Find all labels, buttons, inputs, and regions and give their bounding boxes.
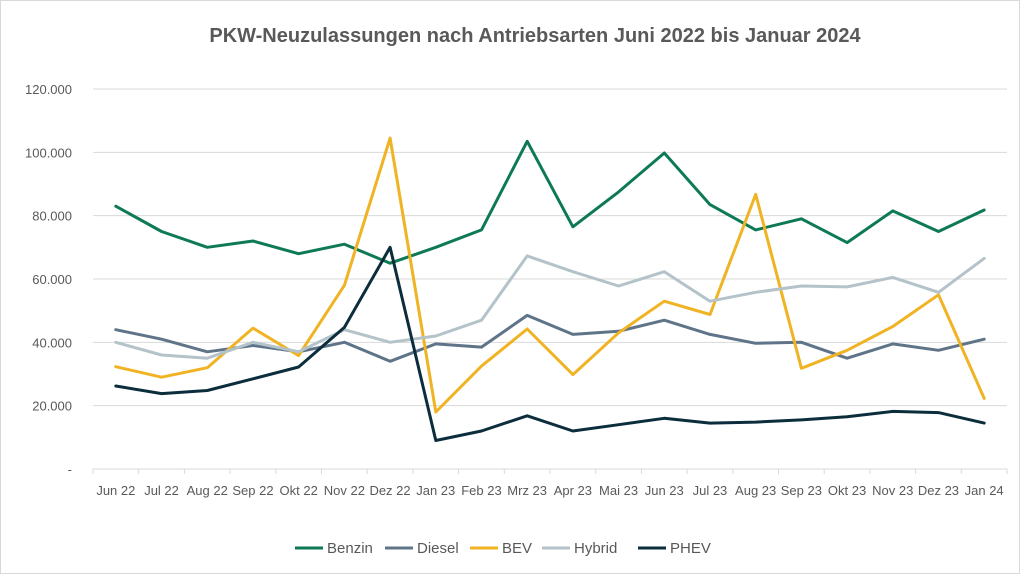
series-line-hybrid — [114, 254, 986, 360]
legend-label-benzin: Benzin — [327, 540, 373, 557]
legend-label-diesel: Diesel — [417, 540, 459, 557]
chart-title: PKW-Neuzulassungen nach Antriebsarten Ju… — [209, 25, 861, 47]
x-tick-label: Okt 23 — [828, 483, 866, 498]
series-line-diesel — [114, 313, 986, 363]
x-tick-label: Jun 22 — [96, 483, 135, 498]
x-tick-label: Dez 23 — [918, 483, 959, 498]
x-tick-label: Jan 24 — [965, 483, 1004, 498]
x-tick-label: Jul 23 — [693, 483, 728, 498]
y-tick-label: 120.000 — [25, 82, 72, 97]
x-tick-label: Okt 22 — [280, 483, 318, 498]
y-tick-label: 80.000 — [32, 209, 72, 224]
x-tick-label: Sep 22 — [232, 483, 273, 498]
x-tick-label: Feb 23 — [461, 483, 501, 498]
y-tick-label: - — [68, 462, 72, 477]
x-tick-label: Jan 23 — [416, 483, 455, 498]
x-tick-label: Nov 22 — [324, 483, 365, 498]
y-tick-label: 40.000 — [32, 335, 72, 350]
grid — [93, 88, 1007, 407]
x-tick-label: Mrz 23 — [507, 483, 547, 498]
x-tick-label: Jul 22 — [144, 483, 179, 498]
y-axis: - 20.000 40.000 60.000 80.000 100.000 120.000 — [25, 82, 72, 477]
x-tick-label: Dez 22 — [369, 483, 410, 498]
series-line-phev — [114, 245, 986, 442]
x-tick-label: Aug 22 — [187, 483, 228, 498]
series-line-benzin — [114, 139, 986, 265]
x-tick-label: Nov 23 — [872, 483, 913, 498]
legend-label-hybrid: Hybrid — [574, 540, 617, 557]
x-tick-label: Mai 23 — [599, 483, 638, 498]
y-tick-label: 60.000 — [32, 272, 72, 287]
legend-label-phev: PHEV — [670, 540, 711, 557]
x-tick-label: Jun 23 — [645, 483, 684, 498]
y-tick-label: 20.000 — [32, 399, 72, 414]
legend-label-bev: BEV — [502, 540, 532, 557]
x-axis: Jun 22 Jul 22 Aug 22 Sep 22 Okt 22 Nov 22 Dez … — [92, 468, 1008, 498]
series-group — [114, 136, 986, 442]
x-tick-label: Aug 23 — [735, 483, 776, 498]
legend: Benzin Diesel BEV Hybrid PHEV — [295, 540, 711, 557]
x-tick-label: Apr 23 — [554, 483, 592, 498]
y-tick-label: 100.000 — [25, 145, 72, 160]
series-line-bev — [114, 136, 986, 414]
x-tick-label: Sep 23 — [781, 483, 822, 498]
